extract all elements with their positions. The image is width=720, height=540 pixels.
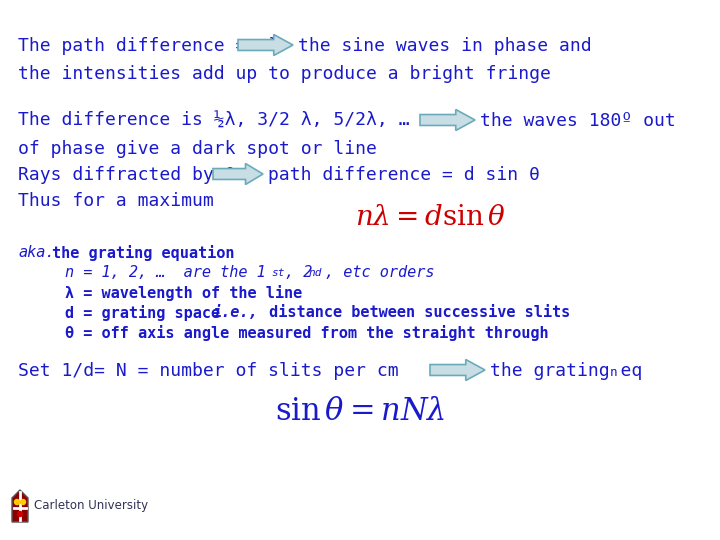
Text: aka.: aka. <box>18 245 55 260</box>
Text: distance between successive slits: distance between successive slits <box>260 305 570 320</box>
Text: the waves 180º out: the waves 180º out <box>480 112 676 130</box>
Text: Rays diffracted by θ: Rays diffracted by θ <box>18 166 235 184</box>
Text: st: st <box>271 268 284 278</box>
Text: θ = off axis angle measured from the straight through: θ = off axis angle measured from the str… <box>65 325 549 341</box>
Text: nd: nd <box>309 268 323 278</box>
Text: λ = wavelength of the line: λ = wavelength of the line <box>65 285 302 301</box>
Polygon shape <box>12 490 28 522</box>
Text: the grating equation: the grating equation <box>52 245 235 261</box>
Text: of phase give a dark spot or line: of phase give a dark spot or line <box>18 140 377 158</box>
Text: The difference is ½λ, 3/2 λ, 5/2λ, …: The difference is ½λ, 3/2 λ, 5/2λ, … <box>18 112 410 130</box>
Text: d = grating space: d = grating space <box>65 305 229 321</box>
Text: the sine waves in phase and: the sine waves in phase and <box>298 37 592 55</box>
Polygon shape <box>213 164 263 185</box>
Polygon shape <box>420 110 475 131</box>
Text: , 2: , 2 <box>285 265 312 280</box>
Text: , etc orders: , etc orders <box>325 265 434 280</box>
Text: the grating eq: the grating eq <box>490 362 642 380</box>
Text: the intensities add up to produce a bright fringe: the intensities add up to produce a brig… <box>18 65 551 83</box>
Polygon shape <box>430 360 485 381</box>
Text: n: n <box>610 366 618 379</box>
Text: Set 1/d= N = number of slits per cm: Set 1/d= N = number of slits per cm <box>18 362 399 380</box>
Text: $n\lambda = d\sin\theta$: $n\lambda = d\sin\theta$ <box>355 203 505 231</box>
Polygon shape <box>238 35 293 56</box>
Circle shape <box>20 500 25 504</box>
Circle shape <box>14 500 19 504</box>
Text: i.e.,: i.e., <box>213 305 258 320</box>
Text: The path difference = nλ: The path difference = nλ <box>18 37 279 55</box>
Text: Carleton University: Carleton University <box>34 500 148 512</box>
Text: Thus for a maximum: Thus for a maximum <box>18 192 214 210</box>
Text: $\sin\theta = nN\lambda$: $\sin\theta = nN\lambda$ <box>275 397 445 427</box>
Text: path difference = d sin θ: path difference = d sin θ <box>268 166 540 184</box>
Circle shape <box>17 511 22 516</box>
Text: n = 1, 2, …  are the 1: n = 1, 2, … are the 1 <box>65 265 266 280</box>
